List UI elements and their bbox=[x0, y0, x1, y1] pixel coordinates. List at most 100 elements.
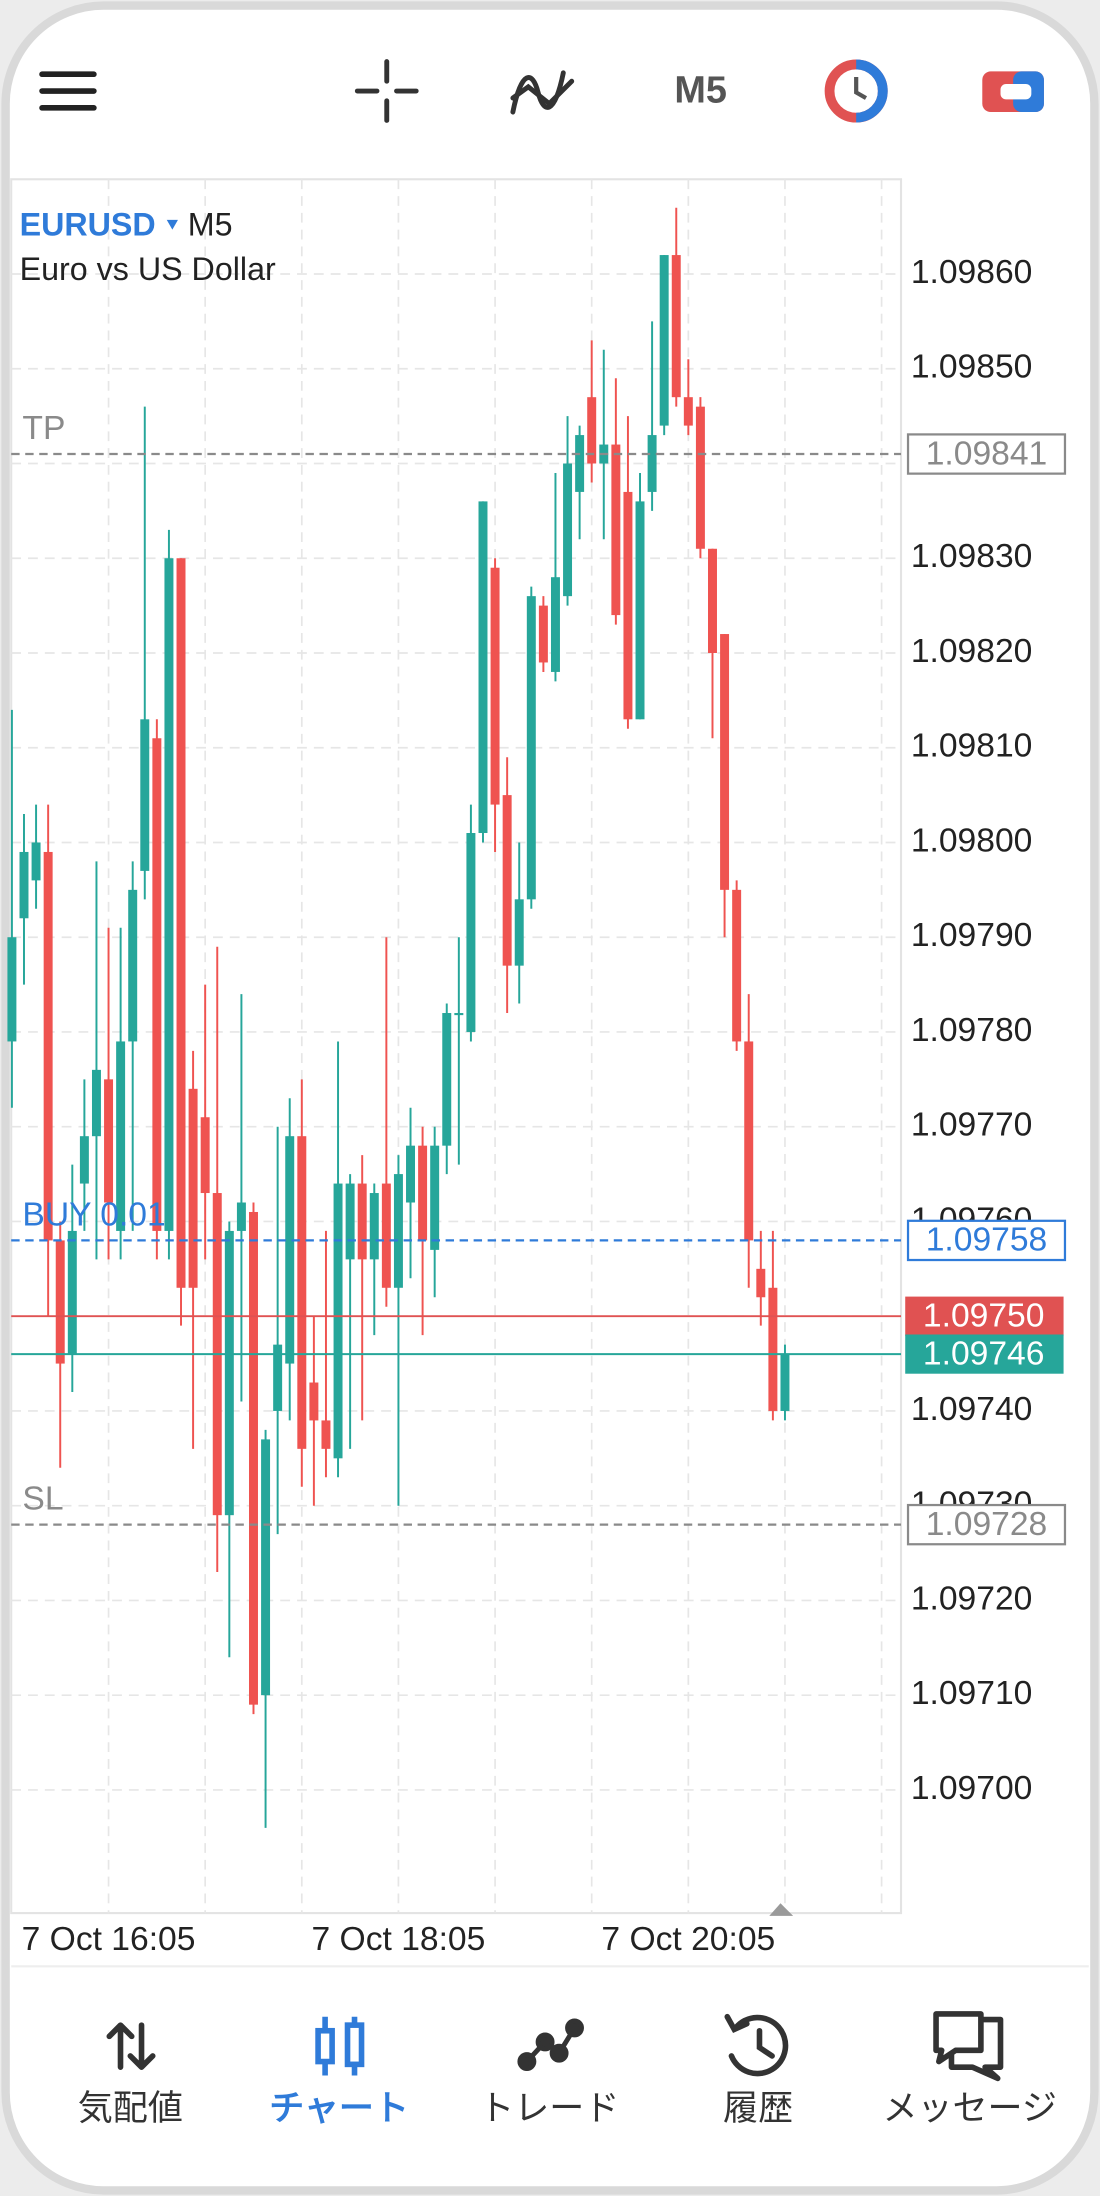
candle-body bbox=[224, 1230, 234, 1516]
toolbar: M5 bbox=[39, 59, 1044, 123]
y-tick-label: 1.09790 bbox=[911, 917, 1033, 954]
candle-body bbox=[116, 1041, 126, 1231]
candle-body bbox=[381, 1183, 391, 1288]
chart-timeframe: M5 bbox=[188, 206, 233, 242]
candle-body bbox=[67, 1230, 77, 1355]
x-tick-label: 7 Oct 20:05 bbox=[601, 1921, 775, 1958]
candle-body bbox=[164, 558, 174, 1231]
bid-box bbox=[905, 1334, 1064, 1374]
candle-body bbox=[611, 444, 621, 616]
candle-body bbox=[466, 833, 476, 1032]
candle-body bbox=[285, 1136, 295, 1364]
y-tick-label: 1.09780 bbox=[911, 1012, 1033, 1049]
one-click-button[interactable] bbox=[824, 59, 888, 123]
x-tick-label: 7 Oct 16:05 bbox=[22, 1921, 196, 1958]
candle-body bbox=[176, 558, 186, 1288]
candle-body bbox=[43, 851, 53, 1241]
messages-icon[interactable] bbox=[933, 2011, 1004, 2082]
candle-body bbox=[671, 255, 681, 398]
y-tick-label: 1.09810 bbox=[911, 728, 1033, 765]
y-tick-label: 1.09830 bbox=[911, 538, 1033, 575]
candle-body bbox=[635, 501, 645, 720]
y-tick-label: 1.09740 bbox=[911, 1391, 1033, 1428]
candle-body bbox=[575, 435, 585, 492]
candle-body bbox=[418, 1145, 428, 1241]
candle-body bbox=[297, 1136, 307, 1449]
price-line-value: 1.09841 bbox=[926, 435, 1048, 472]
crosshair-button[interactable] bbox=[354, 59, 419, 123]
candle-body bbox=[732, 889, 742, 1042]
candle-body bbox=[333, 1183, 343, 1459]
candle-body bbox=[140, 719, 150, 871]
quotes-icon[interactable] bbox=[106, 2022, 156, 2070]
indicators-button[interactable] bbox=[510, 70, 575, 115]
candle-body bbox=[708, 548, 717, 653]
symbol[interactable]: EURUSD bbox=[20, 206, 156, 242]
candle-body bbox=[550, 577, 560, 672]
candle-body bbox=[188, 1088, 198, 1288]
y-tick-label: 1.09860 bbox=[911, 254, 1033, 291]
candle-body bbox=[744, 1041, 754, 1241]
candle-body bbox=[19, 851, 29, 919]
candle-body bbox=[309, 1382, 319, 1421]
y-tick-label: 1.09770 bbox=[911, 1107, 1033, 1144]
price-line-box bbox=[906, 1219, 1067, 1262]
chart: 1.097001.097101.097201.097301.097401.097… bbox=[7, 178, 1033, 1958]
price-line-box bbox=[906, 1503, 1067, 1546]
candle-body bbox=[768, 1287, 778, 1411]
nav-label[interactable]: メッセージ bbox=[882, 2089, 1056, 2128]
chart-icon[interactable] bbox=[315, 2016, 365, 2076]
candle-body bbox=[152, 738, 162, 1231]
menu-button[interactable] bbox=[39, 71, 97, 111]
candle-body bbox=[91, 1069, 101, 1137]
candle-body bbox=[647, 435, 657, 492]
nav-label-active[interactable]: チャート bbox=[269, 2089, 409, 2128]
candle-body bbox=[538, 605, 548, 663]
trade-toggle[interactable] bbox=[982, 71, 1044, 113]
candle-body bbox=[659, 255, 669, 426]
price-line-label: BUY 0.01 bbox=[22, 1196, 165, 1233]
nav-label[interactable]: 履歴 bbox=[723, 2089, 793, 2128]
candle-body bbox=[321, 1420, 331, 1449]
price-line-value: 1.09728 bbox=[926, 1506, 1048, 1543]
candle-body bbox=[7, 937, 17, 1042]
candle-body bbox=[587, 397, 597, 464]
price-line-label: TP bbox=[22, 410, 65, 447]
ask-value: 1.09750 bbox=[923, 1297, 1045, 1334]
candle-body bbox=[104, 1079, 114, 1203]
nav-label[interactable]: トレード bbox=[479, 2089, 619, 2128]
price-line-value: 1.09758 bbox=[926, 1222, 1048, 1259]
candle-body bbox=[756, 1268, 766, 1298]
ask-box bbox=[905, 1296, 1064, 1336]
candle-body bbox=[502, 795, 512, 966]
y-tick-label: 1.09800 bbox=[911, 822, 1033, 859]
candle-body bbox=[249, 1211, 258, 1705]
candle-body bbox=[79, 1136, 89, 1184]
history-icon[interactable] bbox=[724, 2013, 789, 2077]
chart-overlay: TP 1.09841 BUY 0.01 1.09758 SL 1.09728 1.09750… bbox=[11, 410, 1067, 1546]
candle-body bbox=[526, 596, 536, 900]
timeframe-button[interactable]: M5 bbox=[674, 69, 727, 111]
candle-body bbox=[514, 899, 524, 966]
trade-icon[interactable] bbox=[517, 2018, 584, 2072]
candle-body bbox=[55, 1240, 65, 1364]
price-line-label: SL bbox=[22, 1481, 63, 1518]
candle-body bbox=[490, 567, 500, 805]
candle-body bbox=[236, 1202, 246, 1231]
candle-body bbox=[623, 491, 633, 720]
candle-body bbox=[128, 889, 138, 1042]
symbol-dropdown-arrow[interactable] bbox=[166, 219, 178, 230]
candle-body bbox=[357, 1183, 367, 1260]
chart-shift-marker[interactable] bbox=[769, 1903, 794, 1916]
candle-body bbox=[430, 1145, 440, 1250]
candle-body bbox=[200, 1117, 210, 1194]
nav-label[interactable]: 気配値 bbox=[78, 2089, 183, 2128]
y-tick-label: 1.09700 bbox=[911, 1770, 1033, 1807]
candle-body bbox=[478, 501, 488, 834]
candle-body bbox=[261, 1439, 271, 1696]
candle-body bbox=[406, 1145, 416, 1203]
candle-body bbox=[563, 463, 573, 597]
y-tick-label: 1.09720 bbox=[911, 1580, 1033, 1617]
bottom-nav: 気配値 チャート トレード 履歴 メッセージ bbox=[78, 2011, 1057, 2128]
